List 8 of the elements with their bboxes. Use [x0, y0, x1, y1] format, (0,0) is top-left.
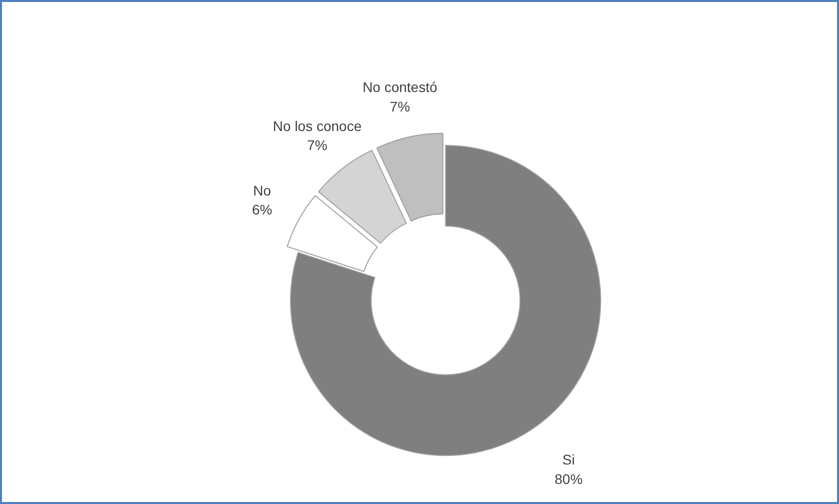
data-label: 7%: [307, 137, 328, 154]
slice-label: No: [253, 182, 272, 198]
data-label: 7%: [390, 98, 410, 114]
slice-label: Si: [562, 452, 575, 468]
slice-label: No contestó: [362, 79, 438, 96]
slice-label: No los conoce: [272, 118, 362, 134]
data-label: 80%: [554, 470, 583, 487]
data-label: 6%: [252, 201, 272, 218]
